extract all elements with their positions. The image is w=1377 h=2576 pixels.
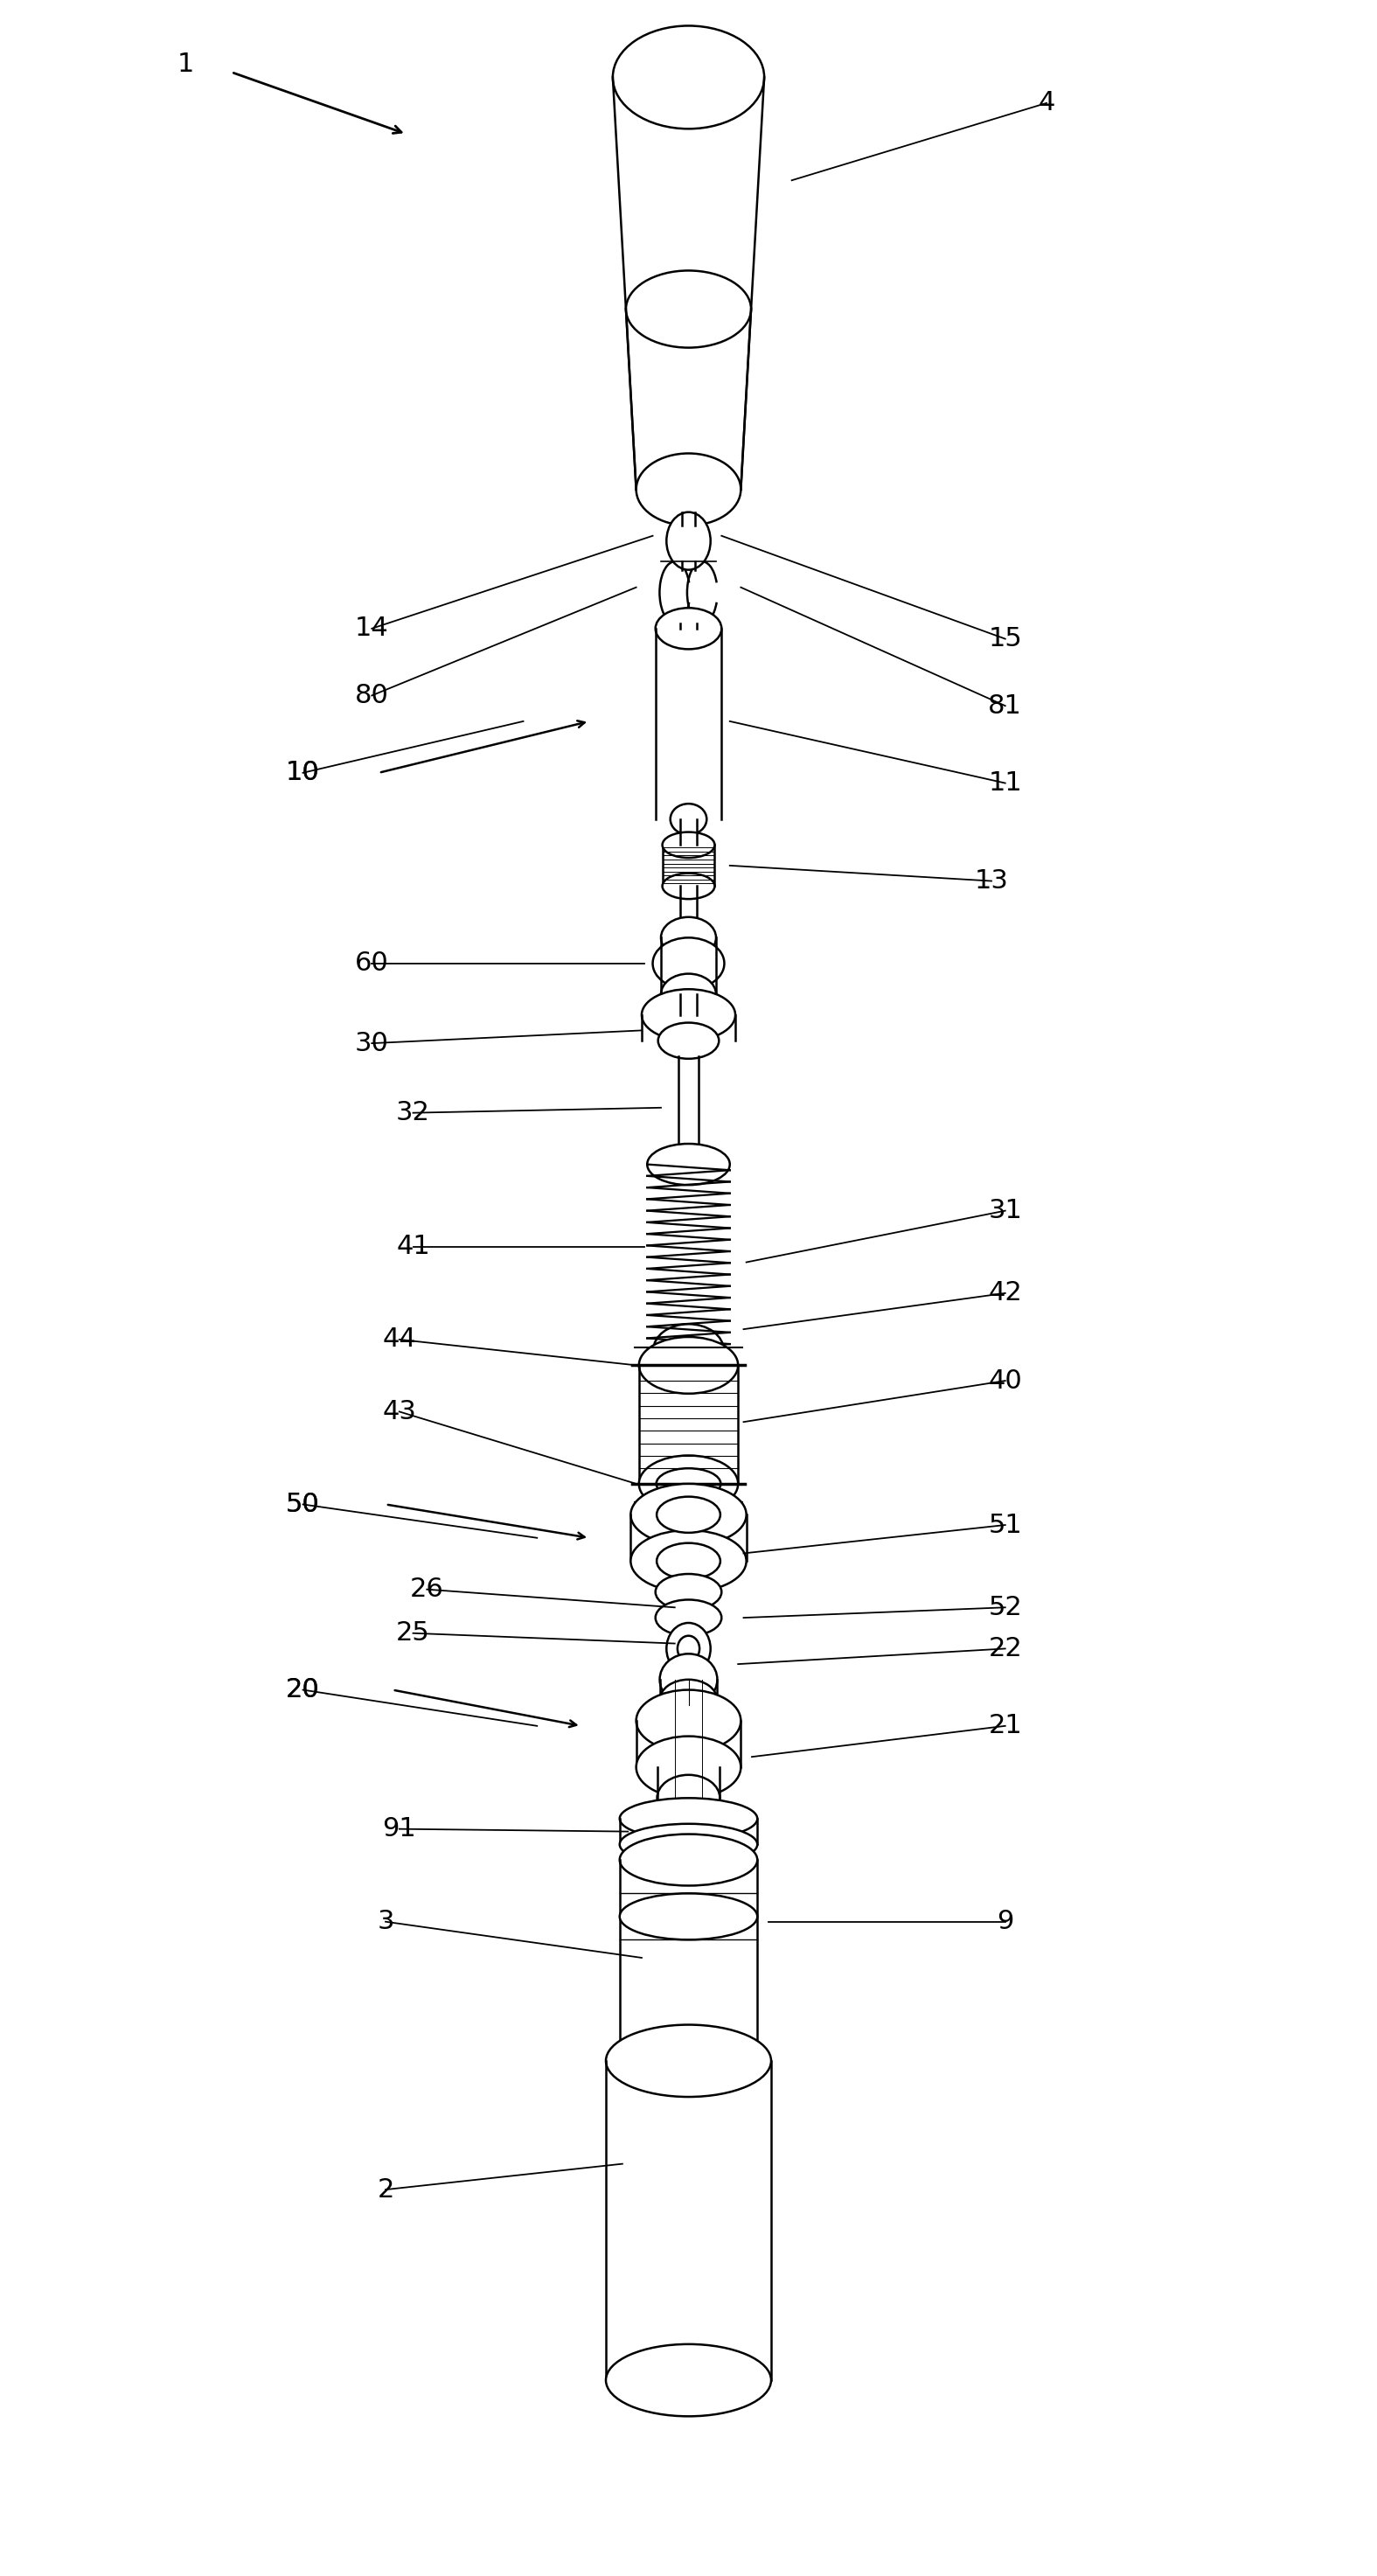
Ellipse shape bbox=[660, 1654, 717, 1705]
Text: 15: 15 bbox=[989, 626, 1022, 652]
Ellipse shape bbox=[631, 1484, 746, 1546]
Text: 31: 31 bbox=[989, 1198, 1022, 1224]
Ellipse shape bbox=[647, 1144, 730, 1185]
Ellipse shape bbox=[639, 1455, 738, 1512]
Text: 11: 11 bbox=[989, 770, 1022, 796]
Text: 80: 80 bbox=[355, 683, 388, 708]
Ellipse shape bbox=[653, 1324, 724, 1376]
Ellipse shape bbox=[620, 1834, 757, 1886]
Text: 30: 30 bbox=[355, 1030, 388, 1056]
Ellipse shape bbox=[620, 1824, 757, 1865]
Ellipse shape bbox=[631, 1530, 746, 1592]
Text: 22: 22 bbox=[989, 1636, 1022, 1662]
Text: 91: 91 bbox=[383, 1816, 416, 1842]
Ellipse shape bbox=[655, 608, 722, 649]
Text: 32: 32 bbox=[397, 1100, 430, 1126]
Ellipse shape bbox=[636, 453, 741, 526]
Ellipse shape bbox=[658, 1023, 719, 1059]
Text: 50: 50 bbox=[286, 1492, 319, 1517]
Ellipse shape bbox=[662, 832, 715, 858]
Ellipse shape bbox=[660, 1680, 717, 1721]
Ellipse shape bbox=[639, 1337, 738, 1394]
Text: 3: 3 bbox=[377, 1909, 394, 1935]
Ellipse shape bbox=[657, 1497, 720, 1533]
Ellipse shape bbox=[671, 804, 706, 835]
Text: 81: 81 bbox=[989, 693, 1022, 719]
Ellipse shape bbox=[642, 989, 735, 1041]
Text: 42: 42 bbox=[989, 1280, 1022, 1306]
Text: 2: 2 bbox=[377, 2177, 394, 2202]
Ellipse shape bbox=[657, 1468, 720, 1499]
Text: 9: 9 bbox=[997, 1909, 1013, 1935]
Text: 1: 1 bbox=[178, 52, 194, 77]
Text: 26: 26 bbox=[410, 1577, 443, 1602]
Ellipse shape bbox=[620, 1893, 757, 1940]
Ellipse shape bbox=[662, 873, 715, 899]
Ellipse shape bbox=[657, 1543, 720, 1579]
Ellipse shape bbox=[627, 270, 750, 348]
Text: 60: 60 bbox=[355, 951, 388, 976]
Ellipse shape bbox=[657, 1775, 720, 1821]
Ellipse shape bbox=[655, 1574, 722, 1610]
Ellipse shape bbox=[666, 513, 711, 569]
Text: 40: 40 bbox=[989, 1368, 1022, 1394]
Text: 20: 20 bbox=[286, 1677, 319, 1703]
Ellipse shape bbox=[661, 917, 716, 958]
Ellipse shape bbox=[653, 938, 724, 989]
Ellipse shape bbox=[655, 1600, 722, 1636]
Text: 10: 10 bbox=[286, 760, 319, 786]
Text: 20: 20 bbox=[286, 1677, 319, 1703]
Text: 43: 43 bbox=[383, 1399, 416, 1425]
Ellipse shape bbox=[606, 2344, 771, 2416]
Text: 10: 10 bbox=[286, 760, 319, 786]
Ellipse shape bbox=[677, 1636, 700, 1662]
Text: 13: 13 bbox=[975, 868, 1008, 894]
Ellipse shape bbox=[613, 26, 764, 129]
Text: 44: 44 bbox=[383, 1327, 416, 1352]
Ellipse shape bbox=[606, 2025, 771, 2097]
Ellipse shape bbox=[661, 974, 716, 1015]
Ellipse shape bbox=[666, 1623, 711, 1674]
Text: 14: 14 bbox=[355, 616, 388, 641]
Ellipse shape bbox=[636, 1690, 741, 1752]
Ellipse shape bbox=[620, 1798, 757, 1839]
Text: 41: 41 bbox=[397, 1234, 430, 1260]
Text: 51: 51 bbox=[989, 1512, 1022, 1538]
Text: 4: 4 bbox=[1038, 90, 1055, 116]
Ellipse shape bbox=[636, 1736, 741, 1798]
Text: 25: 25 bbox=[397, 1620, 430, 1646]
Text: 21: 21 bbox=[989, 1713, 1022, 1739]
Text: 52: 52 bbox=[989, 1595, 1022, 1620]
Text: 50: 50 bbox=[286, 1492, 319, 1517]
